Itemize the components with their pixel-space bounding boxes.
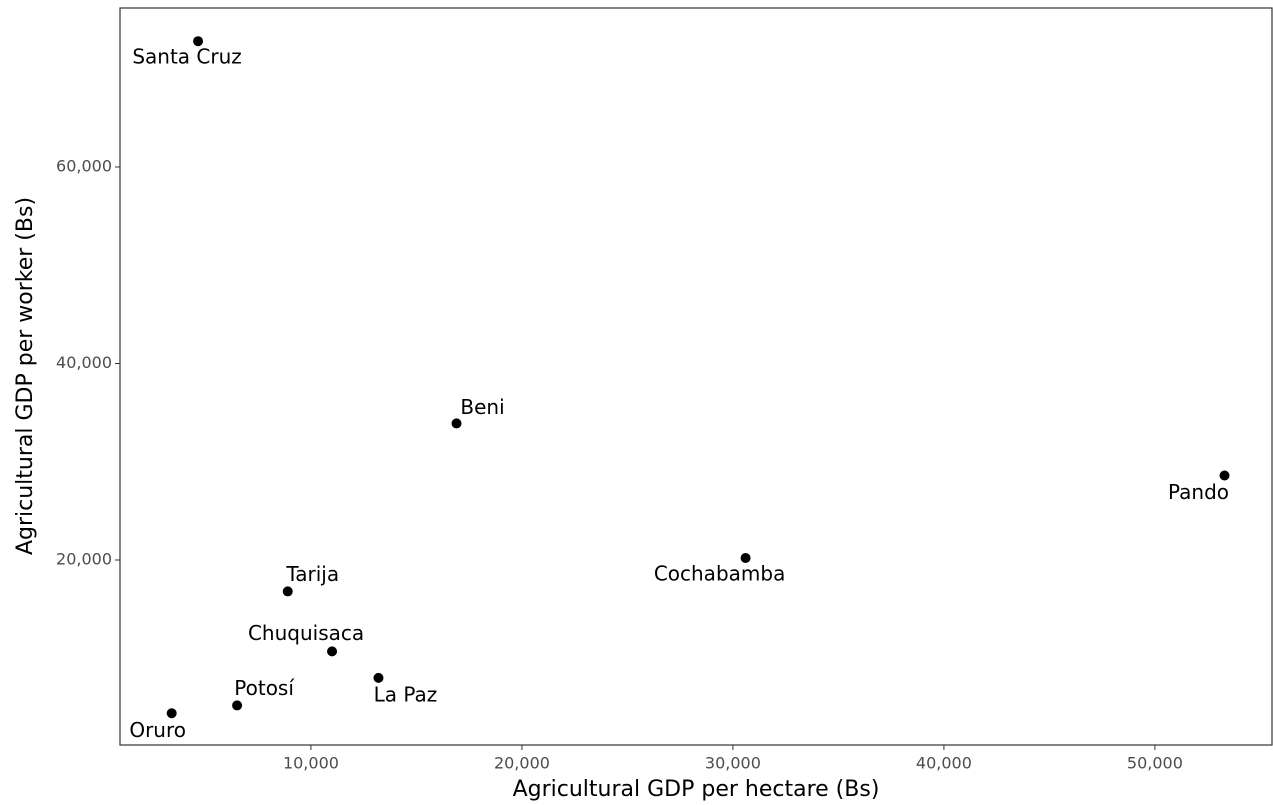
point <box>740 553 751 564</box>
point <box>1219 470 1230 481</box>
point-label: Oruro <box>129 718 186 742</box>
point-label: Beni <box>460 395 504 419</box>
point <box>193 36 204 47</box>
y-tick-label: 60,000 <box>56 156 112 175</box>
point <box>451 418 462 429</box>
point-label: Potosí <box>234 676 295 700</box>
x-axis-title: Agricultural GDP per hectare (Bs) <box>513 777 880 802</box>
x-tick-label: 50,000 <box>1127 754 1183 773</box>
point <box>232 700 243 711</box>
point-label: La Paz <box>374 682 438 706</box>
point-label: Chuquisaca <box>248 621 364 645</box>
point-label: Cochabamba <box>654 562 786 586</box>
x-tick-label: 30,000 <box>705 754 761 773</box>
point-label: Tarija <box>285 562 339 586</box>
x-tick-label: 20,000 <box>494 754 550 773</box>
point <box>166 708 177 719</box>
y-tick-label: 40,000 <box>56 353 112 372</box>
point <box>282 586 293 597</box>
point <box>327 646 338 657</box>
y-tick-label: 20,000 <box>56 549 112 568</box>
point-label: Santa Cruz <box>132 45 241 69</box>
x-tick-label: 10,000 <box>283 754 339 773</box>
point <box>373 672 384 683</box>
panel-border <box>119 7 1273 746</box>
y-axis-title: Agricultural GDP per worker (Bs) <box>13 197 38 555</box>
point-label: Pando <box>1168 480 1229 504</box>
x-tick-label: 40,000 <box>916 754 972 773</box>
